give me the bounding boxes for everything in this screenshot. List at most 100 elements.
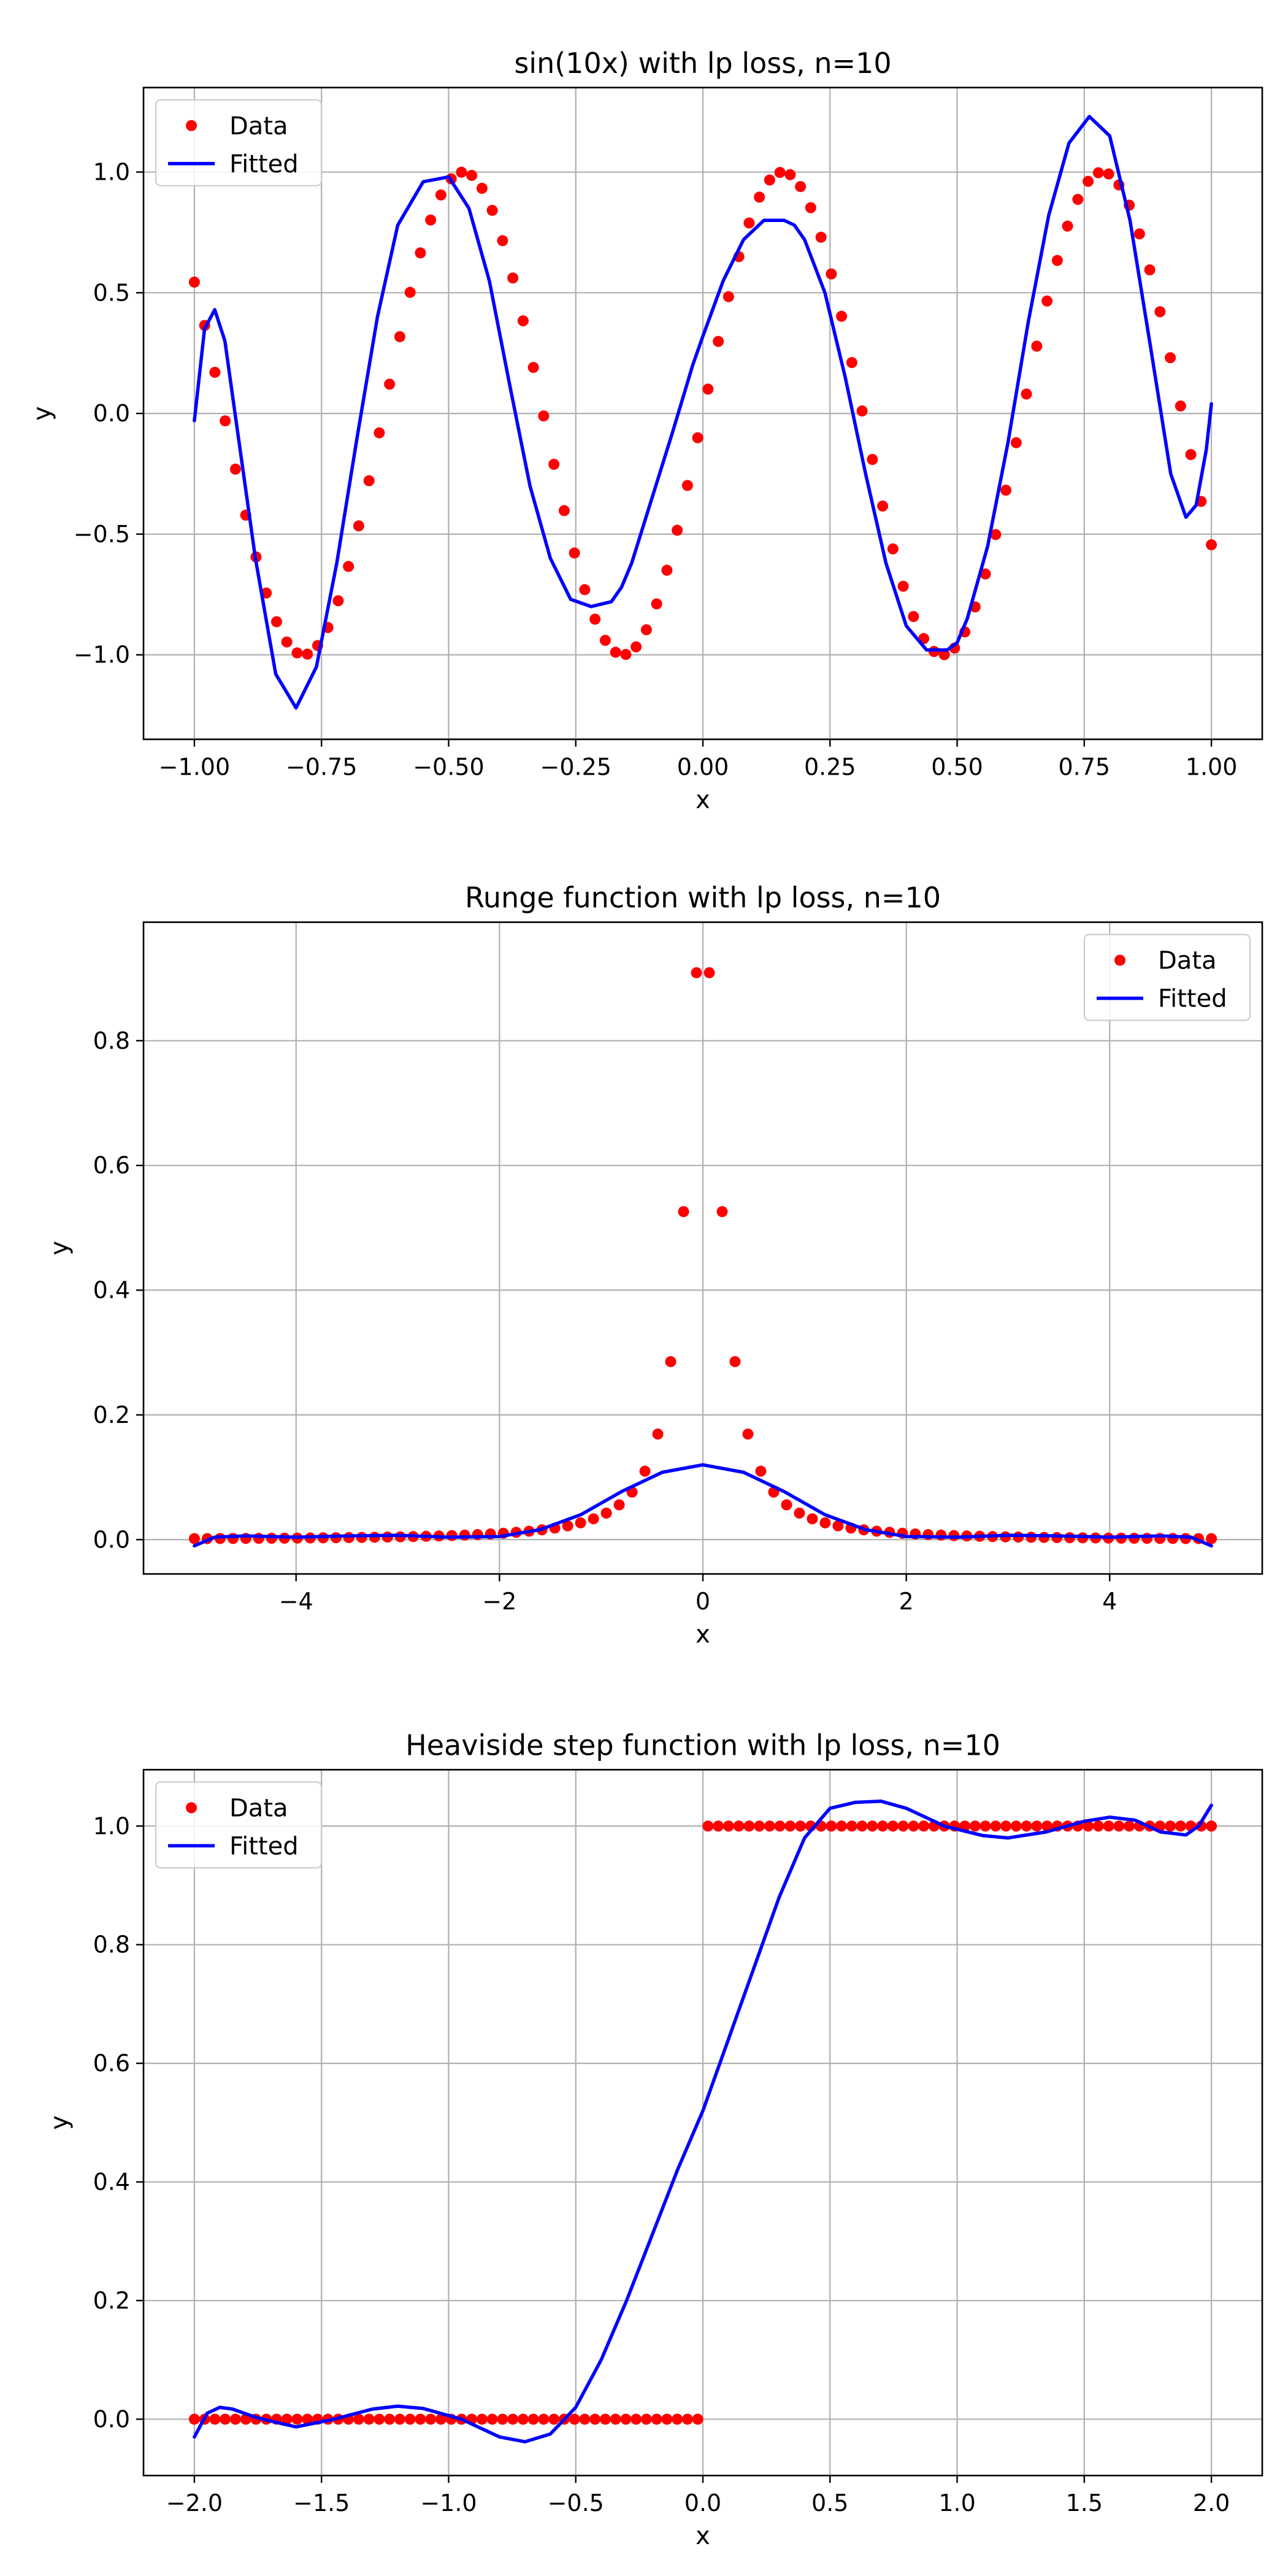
chart-title: Heaviside step function with lp loss, n=… [405,1728,1000,1761]
data-point [681,480,693,491]
y-tick-label: 0.2 [93,1401,130,1428]
data-point [1083,175,1094,187]
data-point [867,1820,878,1832]
data-point [897,1820,909,1832]
data-point [665,1356,677,1368]
data-point [1021,1820,1032,1832]
x-tick-label: 0.75 [1059,753,1111,780]
legend-entry: Data [229,112,288,140]
fitted-line [193,1799,1213,2444]
data-point [938,649,950,661]
data-point [631,2413,642,2425]
fitted-line [193,115,1213,710]
data-point [291,2413,303,2425]
x-tick-label: −4 [279,1588,313,1615]
data-point [713,335,724,347]
data-point [681,2413,693,2425]
data-point [819,1517,831,1528]
y-tick-label: 0.8 [93,1027,130,1054]
data-point [459,1529,470,1541]
data-point [784,1820,796,1832]
data-point [781,1499,792,1511]
y-tick-label: 0.2 [93,2287,130,2314]
data-point [588,1513,599,1525]
data-point [188,2413,200,2425]
data-point [220,415,231,427]
data-point [836,310,848,322]
x-tick-label: 0.50 [931,753,983,780]
data-point [1031,1820,1043,1832]
data-point [1051,255,1063,266]
data-point [1000,485,1012,496]
data-point [764,174,775,186]
data-point [425,2413,437,2425]
data-point [729,1356,741,1368]
data-point [291,647,303,659]
data-point [764,1820,775,1832]
data-point [639,1465,651,1477]
data-point [661,564,673,576]
data-point [302,648,313,660]
data-point [599,635,611,646]
data-point [599,2413,611,2425]
data-point [723,291,734,302]
y-tick-label: 0.0 [93,400,130,427]
data-point [990,1820,1002,1832]
chart-2: −4 −2 0 2 4 0.0 0.2 0.4 0.6 0.8 Runge function wit… [45,881,1263,1649]
data-point [640,2413,652,2425]
data-point [548,2413,560,2425]
data-point [652,1428,664,1440]
x-tick-label: 0.5 [811,2490,848,2517]
data-point [1206,1820,1217,1832]
data-point [716,1206,728,1217]
data-point [1144,264,1156,276]
x-tick-label: 2 [899,1588,914,1615]
data-point [826,268,837,280]
data-point [302,2413,313,2425]
data-point [486,2413,498,2425]
data-point [846,1820,857,1832]
data-point [990,529,1002,540]
data-point [270,616,282,627]
x-tick-label: −1.00 [159,753,230,780]
data-point [774,167,786,178]
y-tick-label: −0.5 [74,521,130,548]
data-point [497,235,508,247]
x-tick-label: −0.5 [548,2490,604,2517]
data-point [384,2413,396,2425]
data-point [897,580,909,592]
y-tick-label: 0.4 [93,2169,130,2196]
data-point [774,1820,786,1832]
y-tick-label: 0.5 [93,279,130,306]
data-point [651,2413,662,2425]
data-point [1041,1820,1053,1832]
data-point [856,1820,868,1832]
legend-entry: Fitted [1158,985,1227,1013]
data-point [651,598,662,610]
data-point [1206,1533,1217,1544]
x-tick-label: −2 [482,1588,516,1615]
data-point [517,2413,529,2425]
data-point [672,2413,683,2425]
data-point [877,500,889,512]
data-point [935,1529,947,1541]
data-point [826,1820,837,1832]
x-tick-label: 2.0 [1193,2490,1230,2517]
data-point [1165,1820,1176,1832]
data-point [281,2413,293,2425]
plot-area [188,115,1217,710]
data-point [229,2413,241,2425]
data-point [610,646,621,658]
legend-marker-data [186,1802,197,1814]
data-point [807,1513,818,1525]
legend: Data Fitted [155,1781,323,1869]
data-point [678,1206,689,1217]
data-point [1175,1820,1186,1832]
data-point [343,561,355,572]
data-point [692,432,703,443]
data-point [456,166,467,178]
legend-entry: Data [229,1794,288,1822]
data-point [363,475,375,486]
y-tick-label: 0.0 [93,2405,130,2432]
